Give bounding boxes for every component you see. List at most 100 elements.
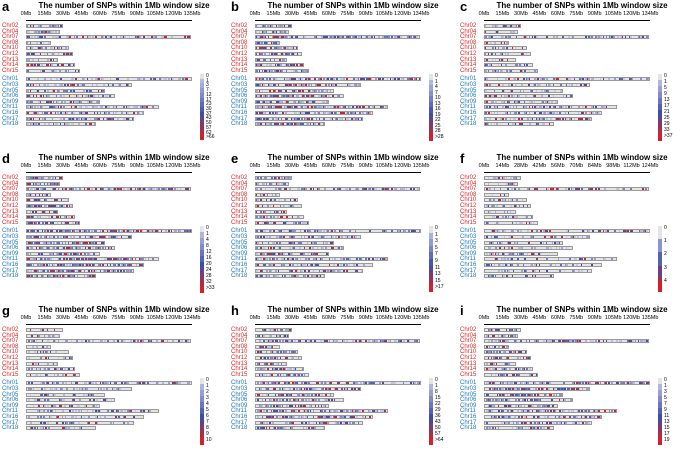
legend-swatch <box>200 116 204 122</box>
snp-density-bin <box>260 357 262 359</box>
snp-density-bin <box>356 117 359 120</box>
snp-density-bin <box>327 106 329 109</box>
snp-density-bin <box>29 199 32 202</box>
snp-density-bin <box>271 36 274 39</box>
snp-density-bin <box>502 382 505 385</box>
snp-density-bin <box>45 199 47 202</box>
snp-density-bin <box>266 410 268 413</box>
snp-density-bin <box>280 123 282 126</box>
snp-density-bin <box>383 410 386 413</box>
snp-density-bin <box>32 64 35 67</box>
snp-density-bin <box>282 36 284 39</box>
snp-density-bin <box>312 416 315 418</box>
snp-density-bin <box>42 345 45 348</box>
snp-density-bin <box>312 95 314 98</box>
snp-density-bin <box>66 258 68 261</box>
chromosome-track <box>484 94 573 99</box>
snp-density-bin <box>508 84 510 86</box>
x-tick-label: 90Mb <box>358 315 373 321</box>
snp-density-bin <box>256 100 258 103</box>
snp-density-bin <box>264 95 267 98</box>
snp-density-bin <box>127 382 129 385</box>
x-axis-ticks: 0Mb 15Mb 30Mb 45Mb 60Mb 75Mb 90Mb 105Mb 120Mb 134… <box>458 11 684 21</box>
snp-density-bin <box>341 247 343 250</box>
snp-density-bin <box>370 78 373 81</box>
x-tick-label: 0Mb <box>249 11 261 17</box>
snp-density-bin <box>57 89 59 92</box>
chromosome-track <box>26 398 115 403</box>
snp-density-bin <box>409 382 412 385</box>
snp-density-bin <box>551 100 553 103</box>
snp-density-bin <box>256 216 258 219</box>
snp-density-bin <box>86 89 88 92</box>
snp-density-bin <box>591 188 593 191</box>
snp-density-bin <box>86 241 88 244</box>
snp-density-bin <box>503 89 506 92</box>
x-tick-label: 15Mb <box>495 315 510 321</box>
snp-density-bin <box>138 188 141 191</box>
chromosome-label: Chr15 <box>231 219 248 226</box>
snp-density-bin <box>516 199 518 202</box>
legend-label: >33 <box>206 285 215 291</box>
chromosome-track <box>484 344 509 349</box>
snp-density-bin <box>34 112 36 114</box>
snp-density-bin <box>507 199 510 202</box>
x-tick-label: 105Mb <box>604 11 622 17</box>
snp-density-bin <box>64 112 67 114</box>
snp-density-bin <box>554 106 557 109</box>
snp-density-bin <box>125 117 128 120</box>
snp-density-bin <box>181 340 183 343</box>
snp-density-bin <box>497 334 500 337</box>
snp-density-bin <box>93 106 96 109</box>
snp-density-bin <box>274 53 276 55</box>
chromosome-row: Chr01 <box>0 380 226 386</box>
snp-density-bin <box>490 373 493 376</box>
snp-density-bin <box>27 78 29 81</box>
snp-density-bin <box>485 47 487 50</box>
snp-density-bin <box>528 123 531 126</box>
chromosome-label: Chr04 <box>231 28 248 35</box>
snp-density-bin <box>66 112 68 114</box>
snp-density-bin <box>322 112 325 114</box>
snp-density-bin <box>263 193 266 196</box>
chromosome-row: Chr17 <box>229 116 455 122</box>
snp-density-bin <box>56 421 58 424</box>
snp-density-bin <box>298 117 300 120</box>
snp-density-bin <box>504 351 507 354</box>
snp-density-bin <box>38 123 40 126</box>
snp-density-bin <box>361 112 364 114</box>
chromosome-label: Chr04 <box>2 28 19 35</box>
chromosome-track <box>255 198 299 203</box>
snp-density-bin <box>44 368 46 371</box>
snp-density-bin <box>264 230 267 233</box>
snp-density-bin <box>341 112 344 114</box>
snp-density-bin <box>526 275 528 278</box>
snp-density-bin <box>312 106 315 109</box>
snp-density-bin <box>276 112 278 114</box>
snp-density-bin <box>521 47 524 50</box>
chromosome-track <box>26 35 191 40</box>
snp-density-bin <box>270 84 273 86</box>
snp-density-bin <box>349 36 351 39</box>
snp-density-bin <box>280 47 282 50</box>
snp-density-bin <box>260 210 262 213</box>
snp-density-bin <box>333 36 335 39</box>
snp-density-bin <box>31 53 33 55</box>
snp-density-bin <box>340 421 343 424</box>
snp-density-bin <box>29 89 32 92</box>
chromosome-row: Chr05 <box>458 240 684 246</box>
snp-density-bin <box>72 100 75 103</box>
snp-density-bin <box>615 340 618 343</box>
snp-density-bin <box>53 25 55 27</box>
snp-density-bin <box>332 95 335 98</box>
snp-density-bin <box>526 64 528 67</box>
x-tick-label: 15Mb <box>37 11 52 17</box>
snp-density-bin <box>357 78 360 81</box>
chromosome-track <box>255 268 364 273</box>
snp-density-bin <box>39 199 42 202</box>
snp-density-bin <box>86 78 89 81</box>
snp-density-bin <box>304 404 307 407</box>
chromosome-label: Chr09 <box>2 98 19 105</box>
snp-density-bin <box>115 106 118 109</box>
snp-density-bin <box>256 84 258 86</box>
